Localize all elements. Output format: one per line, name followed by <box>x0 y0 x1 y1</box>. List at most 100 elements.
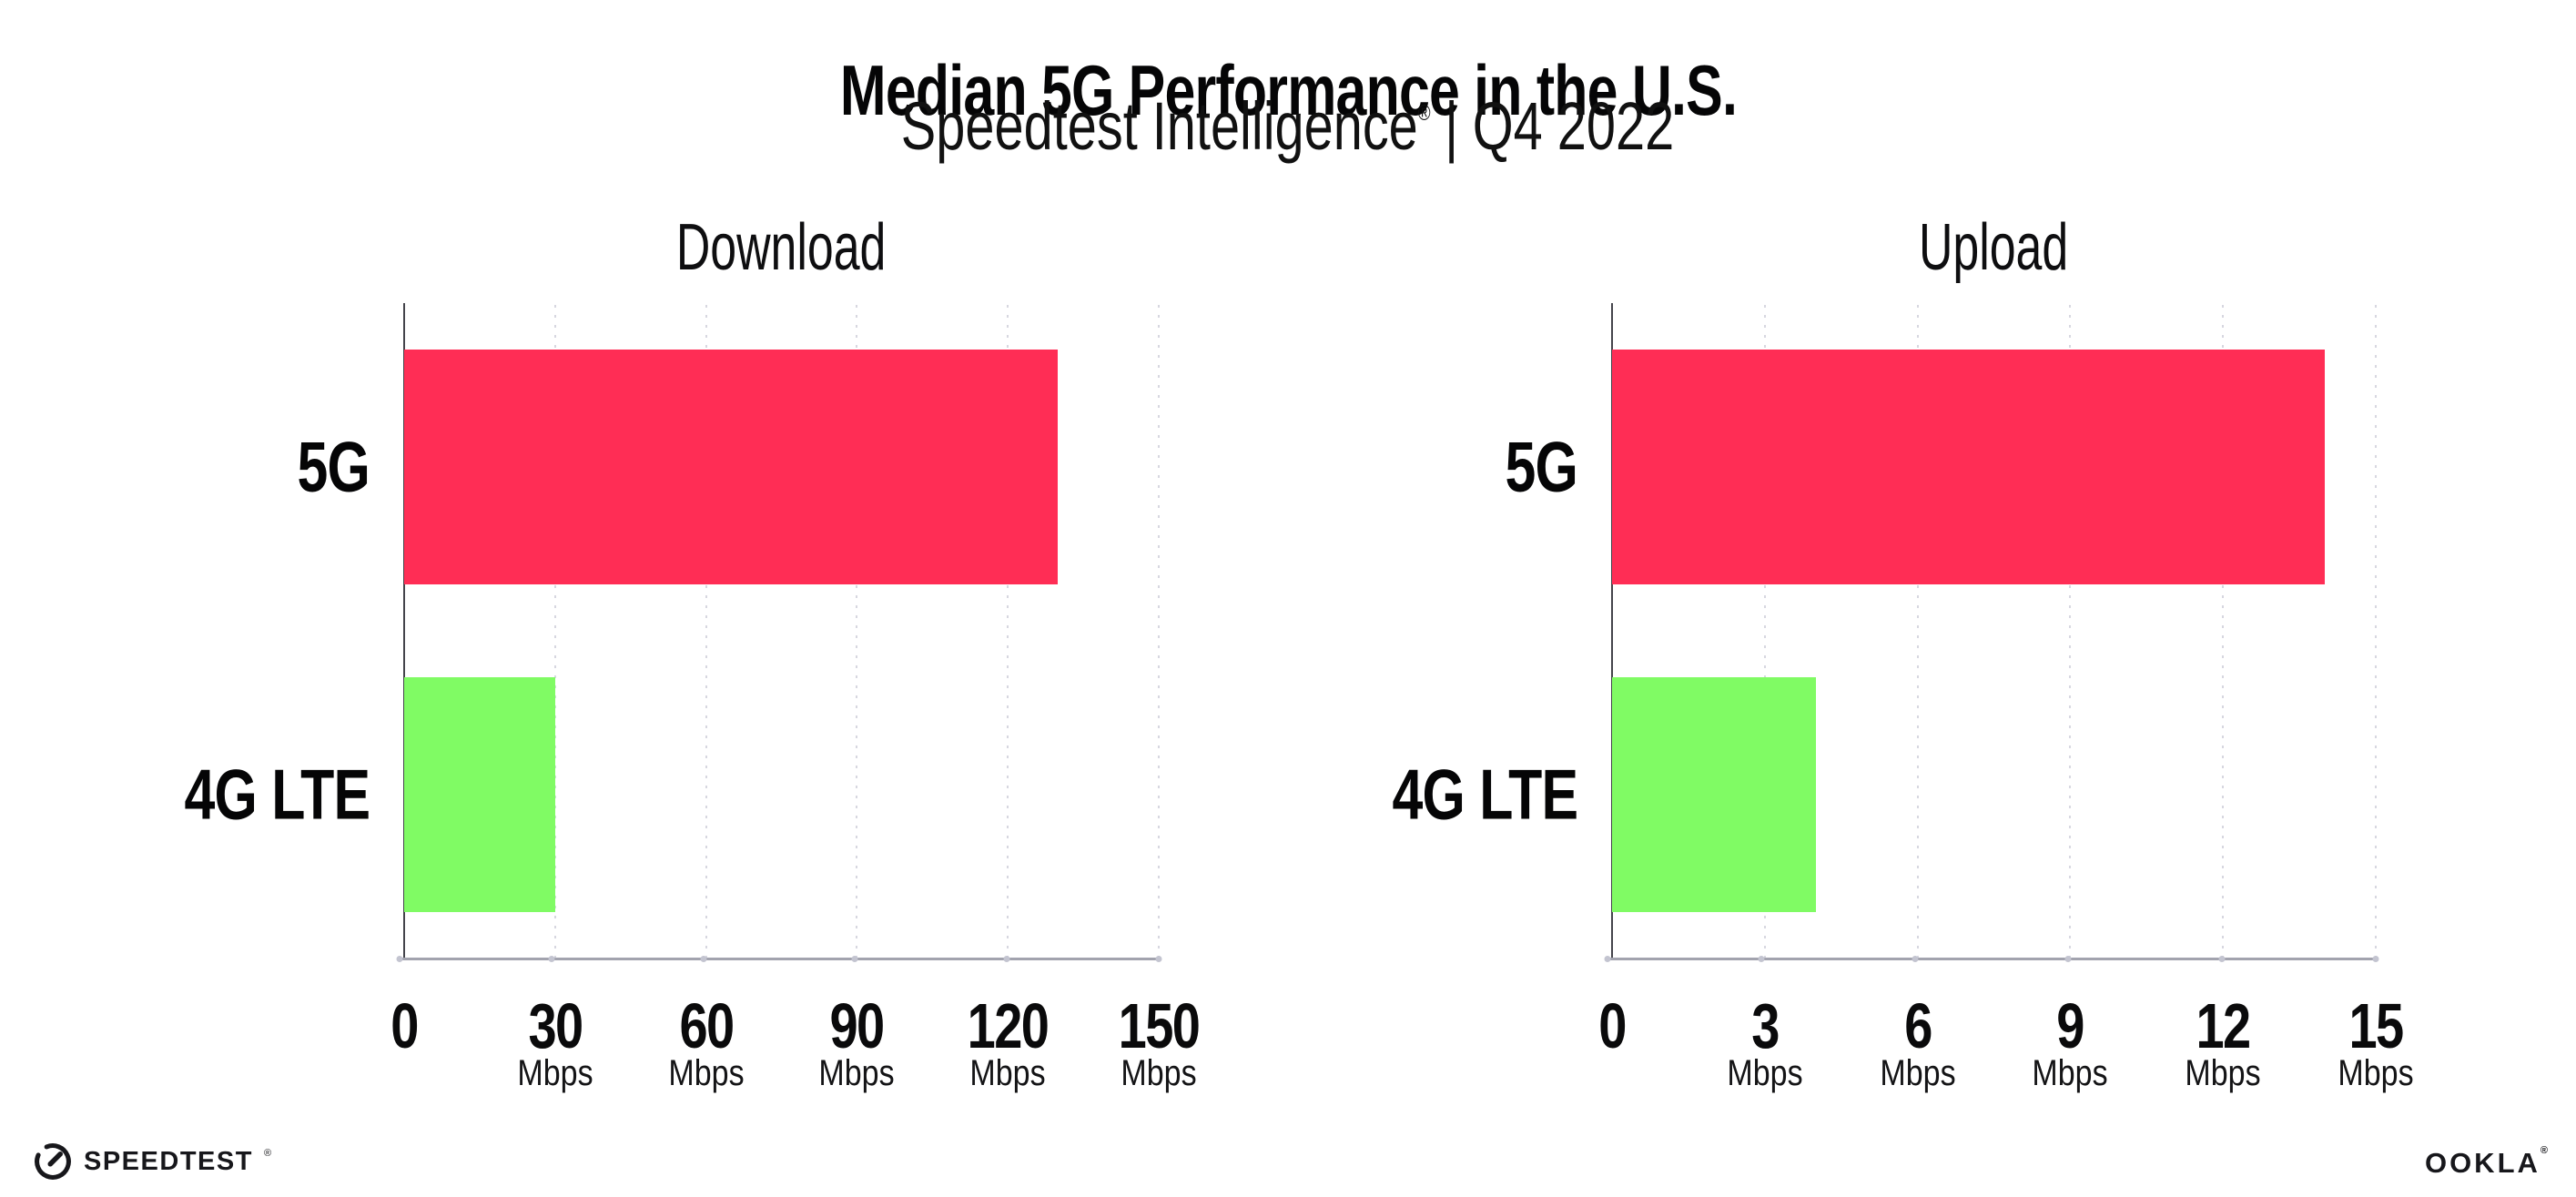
x-tick-label-12: 12 <box>2189 989 2257 1062</box>
axis-tick-dot-120 <box>1003 956 1010 962</box>
x-tick-value: 6 <box>1903 990 1932 1061</box>
x-tick-value: 60 <box>679 990 735 1061</box>
category-label-text: 4G LTE <box>184 754 370 835</box>
x-tick-label-120: 120 <box>958 989 1059 1062</box>
axis-tick-dot-30 <box>548 956 555 962</box>
ookla-wordmark: OOKLA <box>2424 1147 2541 1179</box>
x-tick-value: 0 <box>390 990 419 1061</box>
upload-chart: Upload 5G 4G LTE 0 3 Mbps 6 Mbps 9 Mbps 12 Mbps 15 Mb… <box>1392 211 2413 1093</box>
x-axis-line <box>1604 956 2379 962</box>
download-chart: Download 5G 4G LTE 0 30 Mbps 60 Mbps 90 Mbps 120 Mb… <box>184 211 1201 1093</box>
x-tick-unit-12: Mbps <box>2178 1053 2267 1094</box>
axis-tick-dot-0 <box>396 956 403 962</box>
gridline-3-mbps <box>1763 305 1766 959</box>
x-tick-unit-text: Mbps <box>2185 1053 2261 1093</box>
x-tick-unit-text: Mbps <box>969 1053 1046 1093</box>
speedtest-gauge-icon <box>35 1143 71 1180</box>
speedtest-registered-mark: ® <box>263 1148 272 1159</box>
chart-title-text: Download <box>676 211 887 284</box>
x-tick-unit-text: Mbps <box>2338 1053 2414 1093</box>
x-tick-value: 90 <box>829 990 886 1061</box>
chart-title-download: Download <box>404 210 1159 285</box>
speedtest-wordmark: SPEEDTEST <box>84 1146 253 1176</box>
gridline-150-mbps <box>1158 305 1160 959</box>
x-tick-label-0: 0 <box>388 989 421 1062</box>
x-tick-unit-3: Mbps <box>1720 1053 1810 1094</box>
category-label-4g-lte: 4G LTE <box>0 754 370 837</box>
axis-tick-dot-150 <box>1155 956 1162 962</box>
axis-tick-dot-90 <box>851 956 858 962</box>
x-tick-unit-6: Mbps <box>1873 1053 1962 1094</box>
chart-title-upload: Upload <box>1612 210 2376 285</box>
x-tick-label-0: 0 <box>1596 989 1629 1062</box>
page-subtitle: Speedtest Intelligence® | Q4 2022 <box>0 87 2576 165</box>
subtitle-separator: | <box>1445 88 1459 164</box>
subtitle-period: Q4 2022 <box>1473 88 1675 164</box>
axis-tick-dot-6 <box>1912 956 1919 962</box>
category-label-text: 4G LTE <box>1392 754 1578 835</box>
x-tick-unit-text: Mbps <box>668 1053 745 1093</box>
axis-tick-dot-3 <box>1758 956 1765 962</box>
x-tick-label-6: 6 <box>1901 989 1934 1062</box>
category-label-text: 5G <box>1505 426 1577 507</box>
category-label-text: 5G <box>297 426 370 507</box>
chart-title-text: Upload <box>1919 211 2069 284</box>
x-tick-label-30: 30 <box>522 989 589 1062</box>
ookla-logo: OOKLA® <box>2424 1144 2551 1180</box>
x-tick-unit-text: Mbps <box>1880 1053 1956 1093</box>
bar-4g-lte-upload <box>1612 677 1816 912</box>
x-tick-label-150: 150 <box>1109 989 1210 1062</box>
y-axis-line <box>403 303 405 959</box>
axis-tick-dot-15 <box>2372 956 2379 962</box>
axis-tick-dot-0 <box>1604 956 1611 962</box>
x-tick-label-60: 60 <box>673 989 740 1062</box>
x-tick-value: 120 <box>967 990 1050 1061</box>
x-axis-line <box>396 956 1162 962</box>
x-tick-unit-30: Mbps <box>511 1053 600 1094</box>
gridline-12-mbps <box>2222 305 2225 959</box>
bar-4g-lte-download <box>404 677 555 912</box>
x-tick-label-90: 90 <box>823 989 890 1062</box>
axis-tick-dot-60 <box>700 956 707 962</box>
x-tick-value: 150 <box>1118 990 1201 1061</box>
axis-tick-dot-9 <box>2064 956 2072 962</box>
x-tick-unit-text: Mbps <box>1727 1053 1803 1093</box>
x-tick-unit-90: Mbps <box>812 1053 901 1094</box>
x-tick-unit-150: Mbps <box>1114 1053 1203 1094</box>
bar-5g-upload <box>1612 350 2326 584</box>
gridline-120-mbps <box>1007 305 1009 959</box>
x-tick-value: 0 <box>1598 990 1627 1061</box>
gridline-15-mbps <box>2375 305 2377 959</box>
bar-5g-download <box>404 350 1059 584</box>
y-axis-line <box>1611 303 1613 959</box>
page-title: Median 5G Performance in the U.S. <box>839 50 1737 131</box>
ookla-registered-mark: ® <box>2540 1144 2551 1156</box>
axis-tick-dot-12 <box>2218 956 2226 962</box>
gridline-6-mbps <box>1916 305 1919 959</box>
gridline-90-mbps <box>856 305 858 959</box>
speedtest-logo: SPEEDTEST ® <box>33 1141 271 1182</box>
x-tick-value: 3 <box>1751 990 1780 1061</box>
category-label-5g: 5G <box>1104 426 1577 509</box>
x-tick-unit-text: Mbps <box>517 1053 593 1093</box>
x-tick-value: 9 <box>2056 990 2085 1061</box>
x-tick-label-9: 9 <box>2054 989 2087 1062</box>
gridline-30-mbps <box>553 305 556 959</box>
x-tick-unit-9: Mbps <box>2025 1053 2115 1094</box>
x-tick-unit-text: Mbps <box>818 1053 895 1093</box>
subtitle-brand: Speedtest Intelligence <box>901 88 1419 164</box>
x-tick-unit-text: Mbps <box>1121 1053 1197 1093</box>
category-label-5g: 5G <box>0 426 370 509</box>
x-tick-value: 15 <box>2348 990 2404 1061</box>
x-tick-unit-15: Mbps <box>2331 1053 2420 1094</box>
x-tick-unit-120: Mbps <box>963 1053 1052 1094</box>
x-tick-unit-text: Mbps <box>2032 1053 2108 1093</box>
category-label-4g-lte: 4G LTE <box>1104 754 1578 837</box>
x-tick-label-3: 3 <box>1748 989 1781 1062</box>
x-tick-value: 30 <box>528 990 583 1061</box>
x-tick-value: 12 <box>2196 990 2252 1061</box>
gridline-60-mbps <box>705 305 707 959</box>
gridline-9-mbps <box>2069 305 2072 959</box>
x-tick-label-15: 15 <box>2342 989 2409 1062</box>
